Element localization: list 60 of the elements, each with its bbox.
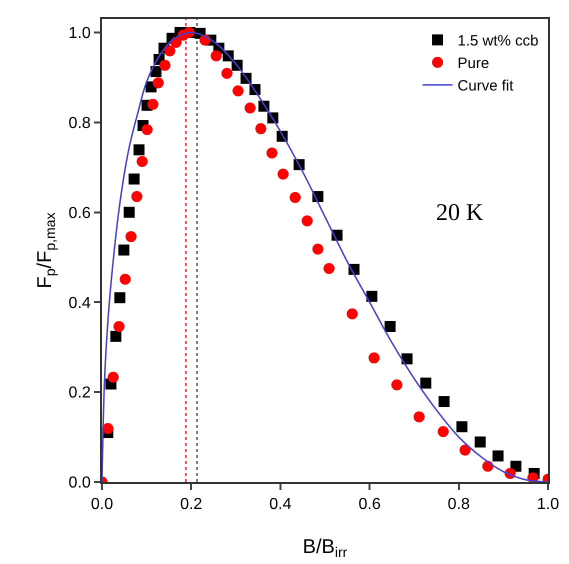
y-tick-label: 0.2: [68, 384, 91, 402]
point: [414, 411, 425, 422]
x-tick-label: 1.0: [536, 496, 560, 514]
point: [142, 124, 153, 136]
point: [128, 174, 140, 185]
point: [438, 396, 450, 408]
x-tick-label: 0.6: [358, 496, 381, 514]
point: [420, 378, 432, 389]
y-tick-label: 0.8: [68, 114, 91, 132]
y-tick-label: 1.0: [68, 25, 91, 42]
point: [210, 50, 222, 62]
point: [402, 353, 413, 364]
point: [110, 330, 122, 342]
point: [244, 102, 256, 114]
point: [159, 60, 170, 71]
point: [266, 147, 278, 158]
annotation: 20 K: [436, 200, 484, 226]
legend-label: Curve fit: [458, 78, 514, 95]
point: [114, 292, 126, 304]
point: [324, 262, 335, 274]
point: [384, 320, 396, 332]
x-tick-label: 0.2: [180, 496, 202, 514]
point: [391, 379, 402, 390]
point: [346, 308, 358, 320]
x-tick-label: 0.8: [448, 496, 470, 514]
point: [492, 450, 504, 462]
point: [108, 372, 119, 383]
point: [368, 352, 380, 364]
point: [136, 156, 148, 167]
point: [152, 77, 164, 88]
point: [221, 68, 232, 79]
point: [131, 191, 142, 202]
point: [147, 98, 158, 110]
point: [124, 206, 135, 218]
point: [312, 244, 324, 255]
point: [118, 244, 130, 256]
point: [164, 45, 176, 56]
y-tick-label: 0.6: [68, 204, 91, 222]
point: [474, 436, 486, 448]
point: [278, 168, 289, 180]
legend-label: 1.5 wt% ccb: [458, 32, 538, 50]
y-tick-label: 0.0: [68, 474, 91, 492]
x-tick-label: 0.0: [90, 496, 114, 514]
point: [232, 85, 244, 96]
point: [290, 192, 301, 203]
point: [120, 274, 131, 285]
point: [255, 123, 266, 134]
point: [460, 444, 471, 456]
x-tick-label: 0.4: [269, 496, 292, 514]
point: [102, 423, 114, 434]
point: [366, 290, 378, 302]
point: [113, 320, 124, 332]
point: [134, 144, 145, 156]
x-axis-title: B/B$_{irr}$: [302, 536, 348, 560]
legend-label: Pure: [458, 55, 490, 72]
point: [438, 426, 449, 438]
point: [302, 215, 313, 226]
point: [456, 421, 468, 432]
point: [125, 231, 136, 242]
y-tick-label: 0.4: [68, 294, 91, 312]
